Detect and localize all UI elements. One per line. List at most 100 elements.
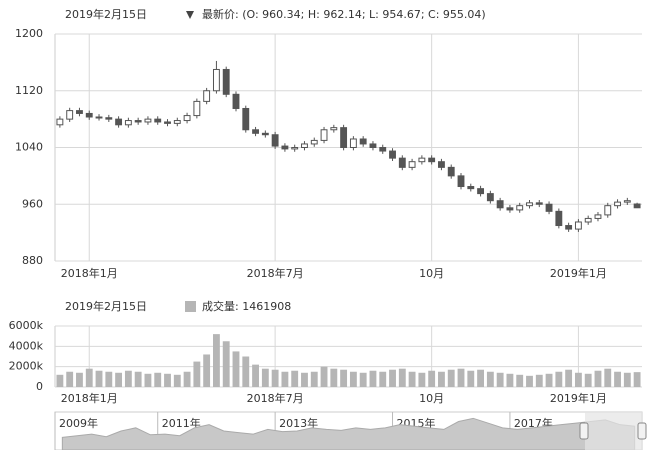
volume-bar <box>144 373 152 387</box>
candle-body <box>438 161 445 168</box>
candle-body <box>173 120 181 124</box>
legend-label: 成交量: 1461908 <box>202 299 291 313</box>
candle-body <box>389 150 396 159</box>
volume-bar <box>291 370 299 387</box>
volume-bar <box>56 374 64 387</box>
candle-body <box>535 202 543 205</box>
candle-body <box>428 157 436 163</box>
volume-bar <box>213 334 220 387</box>
volume-bar <box>330 368 338 387</box>
candle-body <box>633 203 641 209</box>
y-tick-label: 4000k <box>9 339 44 352</box>
x-tick-label: 2019年1月 <box>550 266 607 280</box>
candle-body <box>164 121 171 124</box>
candle-body <box>95 116 103 119</box>
candle-body <box>506 207 514 211</box>
volume-bar <box>584 373 592 387</box>
volume-bar <box>526 375 533 387</box>
navigator-handle[interactable] <box>637 422 647 440</box>
x-tick-label: 2013年 <box>279 416 318 430</box>
candle-body <box>594 214 602 219</box>
volume-bar <box>301 372 308 387</box>
volume-bar <box>193 361 201 387</box>
volume-bar <box>477 369 484 387</box>
y-tick-label: 1040 <box>15 141 43 154</box>
candle-body <box>281 145 289 150</box>
date-label: 2019年2月15日 <box>65 7 147 21</box>
volume-bar <box>438 371 445 387</box>
candle-body <box>496 200 504 209</box>
volume-bar <box>203 354 211 387</box>
x-tick-label: 2019年1月 <box>550 391 607 405</box>
candle-body <box>301 143 308 148</box>
volume-bar <box>252 364 259 387</box>
volume-bar <box>496 372 504 387</box>
x-tick-label: 2018年1月 <box>61 266 118 280</box>
candle-body <box>623 200 631 203</box>
candle-body <box>56 118 64 126</box>
candle-body <box>614 201 621 207</box>
navigator-window[interactable] <box>585 412 642 450</box>
volume-bar <box>281 371 289 387</box>
volume-bar <box>154 372 162 387</box>
volume-bar <box>574 372 582 387</box>
navigator-handle[interactable] <box>579 422 589 440</box>
candle-body <box>144 118 152 123</box>
candle-body <box>124 120 132 126</box>
volume-bar <box>408 371 416 387</box>
candle-body <box>320 129 328 141</box>
candle-body <box>330 127 338 131</box>
volume-bar <box>389 369 396 387</box>
x-tick-label: 2018年7月 <box>247 391 304 405</box>
y-tick-label: 2000k <box>9 360 44 373</box>
volume-bar <box>105 371 113 387</box>
candle-body <box>555 210 563 227</box>
candle-body <box>193 100 201 117</box>
candle-body <box>369 143 377 148</box>
candle-body <box>76 110 83 114</box>
candle-body <box>252 129 259 134</box>
candle-body <box>584 217 592 223</box>
candle-body <box>408 161 416 168</box>
candle-body <box>261 132 269 136</box>
y-tick-label: 880 <box>22 254 43 267</box>
volume-bar <box>633 372 641 387</box>
volume-bar <box>359 372 367 387</box>
volume-bar <box>124 370 132 387</box>
x-tick-label: 10月 <box>419 392 444 405</box>
volume-bar <box>369 370 377 387</box>
volume-bar <box>614 371 621 387</box>
candle-body <box>516 205 524 211</box>
candle-body <box>565 225 573 230</box>
legend-label: 最新价: (O: 960.34; H: 962.14; L: 954.67; C… <box>202 7 486 21</box>
volume-bar <box>555 371 563 387</box>
candle-body <box>604 205 612 216</box>
candle-body <box>203 90 211 102</box>
volume-bar <box>173 374 181 387</box>
candle-body <box>222 68 230 95</box>
volume-bar <box>183 371 191 387</box>
candle-body <box>467 186 475 190</box>
volume-bar <box>486 371 494 387</box>
y-tick-label: 0 <box>36 380 43 393</box>
candle-body <box>85 112 93 118</box>
y-tick-label: 6000k <box>9 319 44 332</box>
candle-body <box>291 147 299 150</box>
volume-bar <box>516 374 524 387</box>
candle-body <box>183 115 191 122</box>
volume-bar <box>261 368 269 387</box>
candle-body <box>154 118 162 123</box>
volume-bar <box>320 366 328 387</box>
candle-body <box>447 166 455 177</box>
volume-bar <box>340 369 348 387</box>
volume-bar <box>447 369 455 387</box>
x-tick-label: 2009年 <box>59 416 98 430</box>
candle-body <box>574 221 582 230</box>
volume-bar <box>535 374 543 387</box>
legend-swatch <box>185 301 196 312</box>
candle-body <box>398 157 406 168</box>
candle-body <box>418 157 426 163</box>
volume-bar <box>604 368 612 387</box>
candle-body <box>359 138 367 145</box>
